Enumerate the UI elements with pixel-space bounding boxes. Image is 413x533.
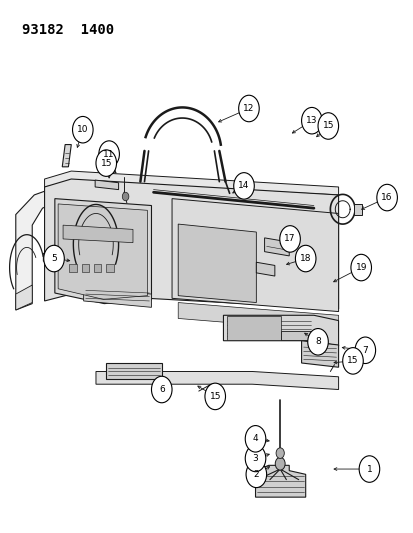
Text: 15: 15: [322, 122, 333, 131]
Text: 8: 8: [314, 337, 320, 346]
Circle shape: [354, 337, 375, 364]
Polygon shape: [58, 204, 147, 300]
Text: 5: 5: [51, 254, 57, 263]
Text: 10: 10: [77, 125, 88, 134]
Text: 2: 2: [253, 470, 259, 479]
Text: 15: 15: [347, 357, 358, 366]
Polygon shape: [45, 179, 338, 309]
Circle shape: [317, 113, 338, 139]
Text: 17: 17: [284, 235, 295, 244]
Circle shape: [342, 348, 362, 374]
Circle shape: [122, 192, 128, 201]
Circle shape: [275, 448, 284, 458]
Circle shape: [151, 376, 172, 403]
Polygon shape: [16, 285, 32, 310]
Polygon shape: [96, 372, 338, 390]
Polygon shape: [255, 465, 305, 497]
Circle shape: [238, 95, 259, 122]
Polygon shape: [301, 341, 338, 367]
Text: 15: 15: [209, 392, 221, 401]
Text: 18: 18: [299, 254, 311, 263]
Text: 13: 13: [305, 116, 317, 125]
Polygon shape: [226, 317, 280, 340]
Circle shape: [204, 383, 225, 410]
Polygon shape: [62, 144, 71, 167]
Polygon shape: [178, 224, 256, 303]
Text: 19: 19: [355, 263, 366, 272]
Text: 4: 4: [252, 434, 258, 443]
Circle shape: [350, 254, 370, 281]
Polygon shape: [55, 199, 151, 304]
Polygon shape: [95, 180, 118, 190]
Circle shape: [72, 116, 93, 143]
Circle shape: [233, 173, 254, 199]
Polygon shape: [81, 264, 89, 272]
Circle shape: [96, 150, 116, 176]
Polygon shape: [172, 199, 338, 312]
Polygon shape: [223, 316, 338, 346]
Text: 7: 7: [361, 346, 367, 355]
Circle shape: [301, 108, 321, 134]
Circle shape: [44, 245, 64, 272]
Polygon shape: [106, 264, 114, 272]
Polygon shape: [83, 288, 151, 308]
Text: 11: 11: [103, 150, 114, 159]
Polygon shape: [16, 182, 71, 310]
Circle shape: [295, 245, 315, 272]
Text: 12: 12: [243, 104, 254, 113]
Polygon shape: [69, 264, 76, 272]
Polygon shape: [280, 331, 310, 340]
Circle shape: [307, 328, 328, 355]
Polygon shape: [178, 303, 338, 331]
Polygon shape: [106, 363, 161, 379]
Circle shape: [244, 425, 265, 452]
Circle shape: [244, 445, 265, 472]
Circle shape: [279, 225, 299, 252]
Polygon shape: [43, 253, 58, 262]
Text: 3: 3: [252, 454, 258, 463]
Polygon shape: [94, 264, 101, 272]
Circle shape: [376, 184, 396, 211]
Circle shape: [358, 456, 379, 482]
Circle shape: [275, 457, 285, 470]
Polygon shape: [45, 171, 338, 195]
Text: 93182  1400: 93182 1400: [22, 22, 114, 37]
Text: 14: 14: [238, 181, 249, 190]
Polygon shape: [256, 262, 274, 276]
Text: 15: 15: [100, 159, 112, 167]
Circle shape: [245, 461, 266, 488]
Text: 16: 16: [380, 193, 392, 202]
Polygon shape: [63, 225, 133, 243]
Polygon shape: [264, 238, 289, 256]
Text: 1: 1: [366, 465, 371, 473]
Polygon shape: [354, 204, 361, 215]
Circle shape: [99, 141, 119, 167]
Text: 6: 6: [159, 385, 164, 394]
